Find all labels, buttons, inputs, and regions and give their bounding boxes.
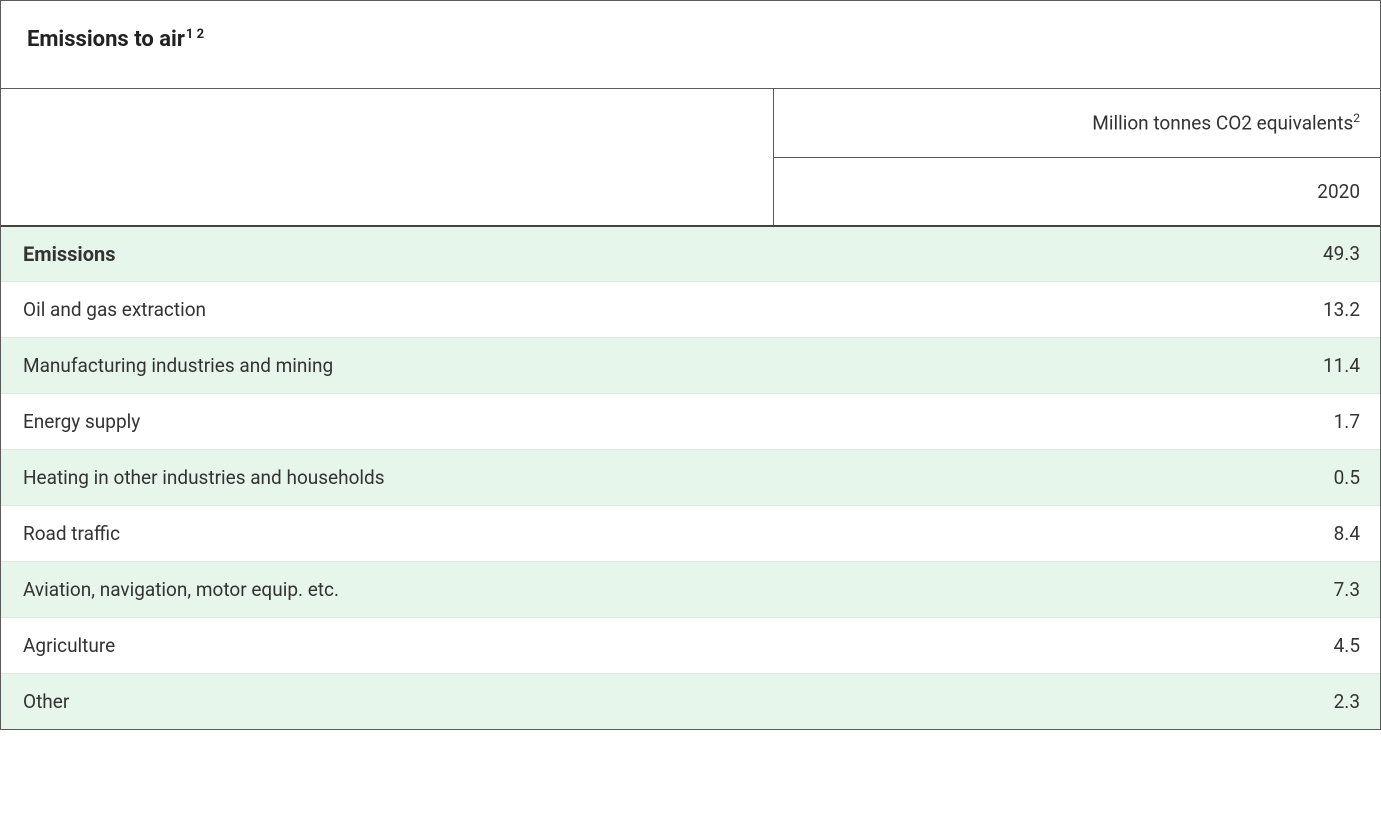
row-value: 13.2 — [773, 282, 1380, 338]
row-label: Aviation, navigation, motor equip. etc. — [1, 562, 773, 618]
table-row: Heating in other industries and househol… — [1, 450, 1380, 506]
column-header-text: Million tonnes CO2 equivalents — [1092, 112, 1353, 135]
header-blank — [1, 89, 773, 225]
row-value: 2.3 — [773, 674, 1380, 730]
emissions-table: Emissions to air1 2 Million tonnes CO2 e… — [0, 0, 1381, 730]
table-row: Oil and gas extraction13.2 — [1, 282, 1380, 338]
table-row: Manufacturing industries and mining11.4 — [1, 338, 1380, 394]
row-label: Heating in other industries and househol… — [1, 450, 773, 506]
row-label: Oil and gas extraction — [1, 282, 773, 338]
row-label: Road traffic — [1, 506, 773, 562]
row-label: Emissions — [1, 226, 773, 282]
row-value: 4.5 — [773, 618, 1380, 674]
table-row: Aviation, navigation, motor equip. etc.7… — [1, 562, 1380, 618]
table-body: Emissions49.3Oil and gas extraction13.2M… — [1, 226, 1380, 730]
row-value: 1.7 — [773, 394, 1380, 450]
row-label: Manufacturing industries and mining — [1, 338, 773, 394]
column-header-superscript: 2 — [1353, 111, 1360, 125]
row-value: 11.4 — [773, 338, 1380, 394]
row-label: Agriculture — [1, 618, 773, 674]
table-row: Other2.3 — [1, 674, 1380, 730]
row-value: 8.4 — [773, 506, 1380, 562]
table-row: Agriculture4.5 — [1, 618, 1380, 674]
table-title-text: Emissions to air — [27, 27, 185, 52]
table-row: Energy supply1.7 — [1, 394, 1380, 450]
row-value: 0.5 — [773, 450, 1380, 506]
row-label: Other — [1, 674, 773, 730]
table-title: Emissions to air1 2 — [27, 27, 204, 52]
column-header: Million tonnes CO2 equivalents2 — [773, 89, 1380, 157]
row-value: 49.3 — [773, 226, 1380, 282]
year-header: 2020 — [773, 157, 1380, 226]
table-title-superscript: 1 2 — [186, 27, 204, 42]
row-label: Energy supply — [1, 394, 773, 450]
table-row: Road traffic8.4 — [1, 506, 1380, 562]
row-value: 7.3 — [773, 562, 1380, 618]
table-row: Emissions49.3 — [1, 226, 1380, 282]
data-table: Million tonnes CO2 equivalents2 2020 Emi… — [1, 89, 1380, 730]
table-title-row: Emissions to air1 2 — [1, 1, 1380, 89]
